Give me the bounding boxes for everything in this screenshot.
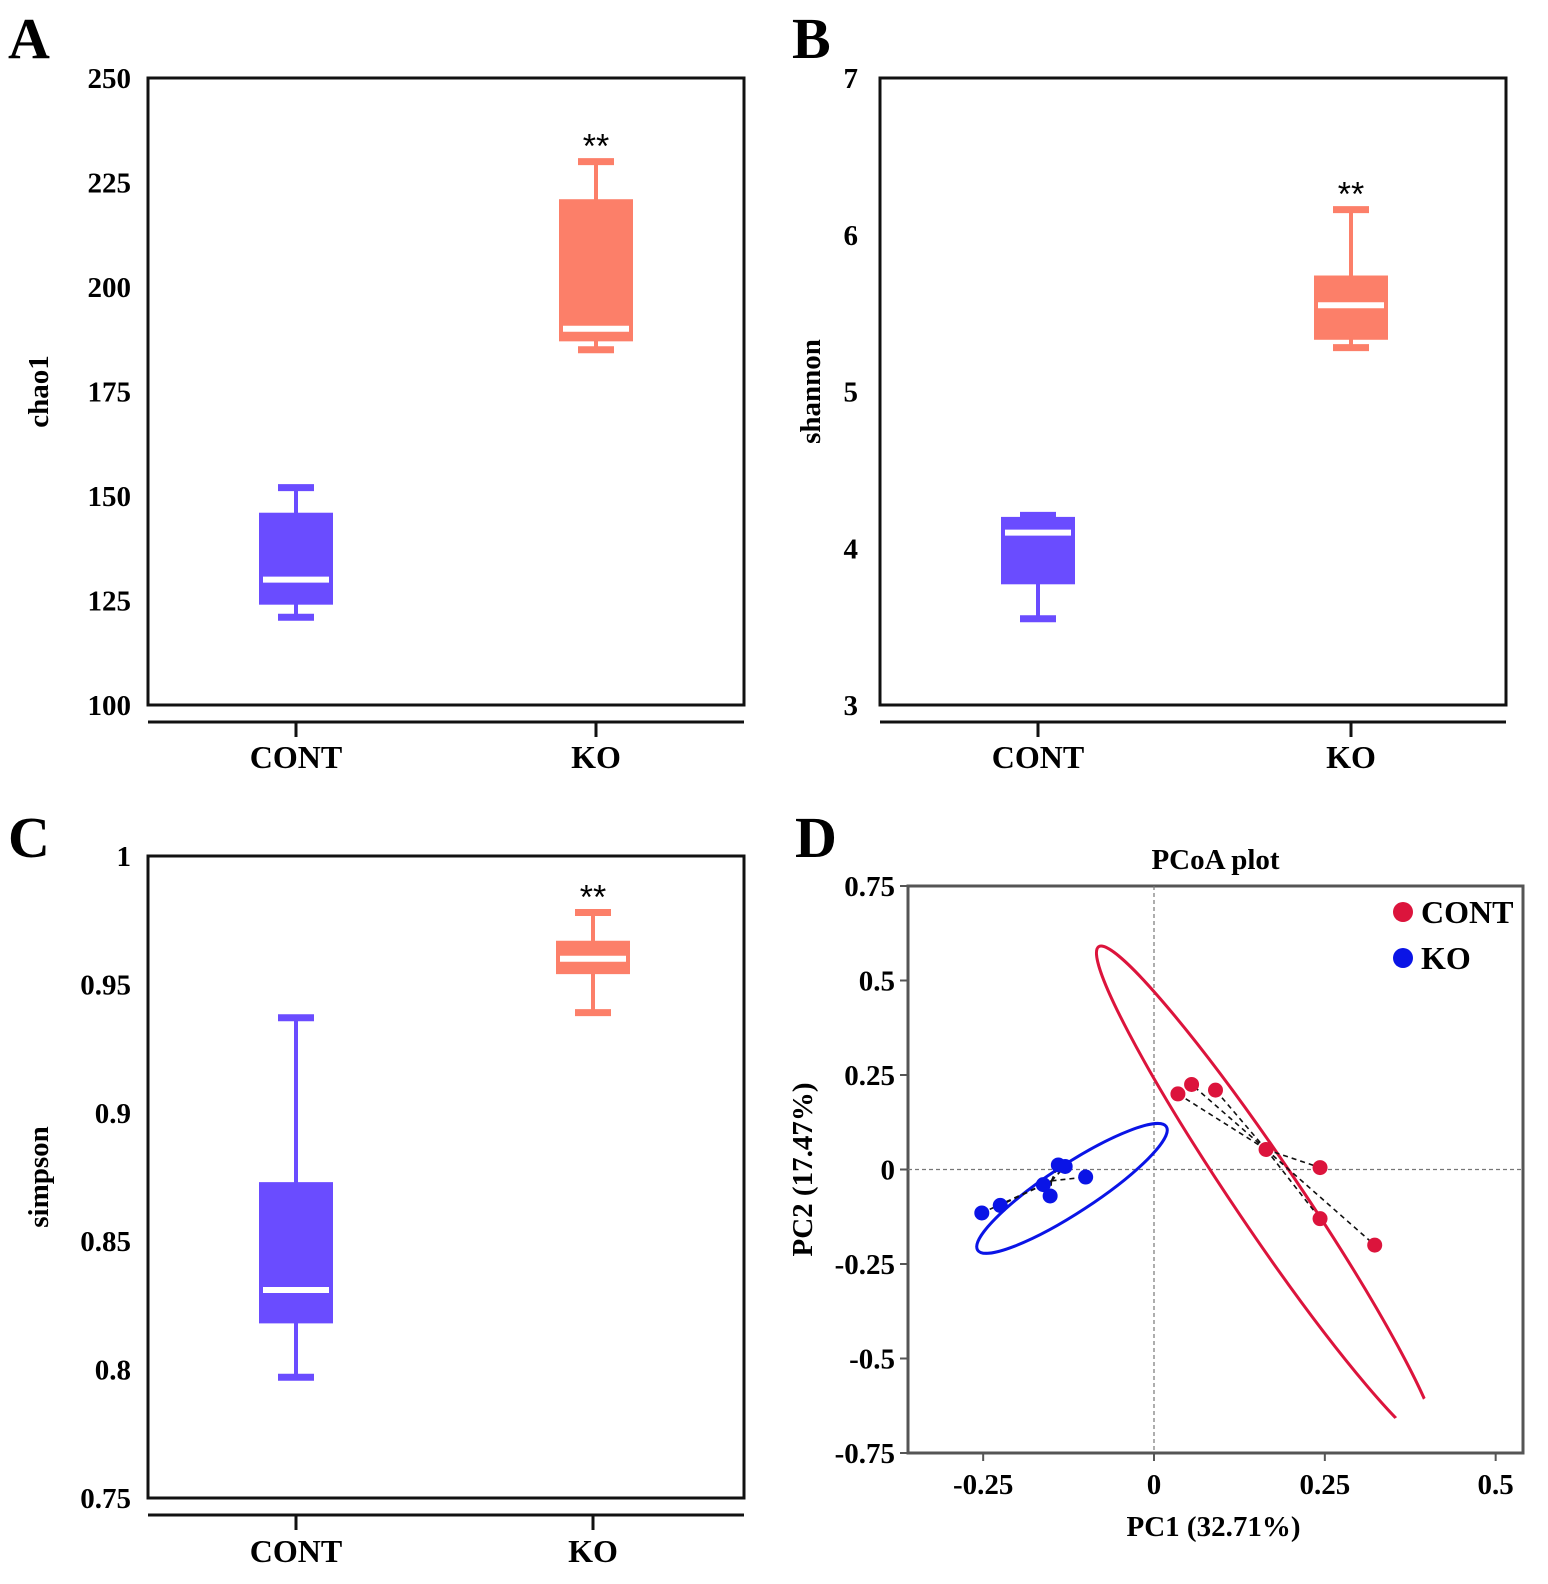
y-tick-label: 0.5: [859, 966, 895, 998]
category-label: CONT: [250, 1533, 342, 1569]
y-tick-label: 5: [844, 377, 859, 409]
panel-letter-d: D: [795, 805, 837, 870]
y-tick-label: 6: [844, 220, 859, 252]
shannon-boxplot: 3 4 5 6 7 shannon CONT KO **: [795, 63, 1508, 775]
panel-letter-a: A: [8, 6, 50, 71]
confidence-ellipse: [1094, 944, 1439, 1448]
chao1-boxplot: 100 125 150 175 200 225 250 chao1 CONT KO **: [23, 63, 746, 775]
y-axis-label: shannon: [795, 339, 827, 444]
sample-point: [974, 1205, 990, 1221]
significance-marker: **: [583, 128, 609, 166]
y-tick-label: 3: [844, 690, 859, 722]
significance-marker: **: [1338, 176, 1364, 214]
centroid-link: [1191, 1083, 1267, 1151]
x-tick-label: 0.25: [1299, 1469, 1350, 1501]
panel-letter-b: B: [792, 6, 831, 71]
iqr-box: [259, 1182, 333, 1324]
sample-point: [1170, 1086, 1186, 1102]
sample-point: [1312, 1160, 1328, 1176]
y-tick-label: 0.8: [95, 1355, 131, 1387]
category-label: KO: [571, 739, 621, 775]
y-tick-label: -0.25: [835, 1249, 895, 1281]
y-tick-label: 225: [88, 168, 132, 200]
y-tick-label: 0.75: [80, 1483, 131, 1515]
y-tick-label: -0.75: [835, 1438, 895, 1470]
y-tick-label: 7: [844, 63, 859, 95]
x-axis-label: PC1 (32.71%): [1127, 1511, 1301, 1543]
sample-point: [1035, 1177, 1051, 1193]
sample-point: [992, 1197, 1008, 1213]
sample-point: [1312, 1211, 1328, 1227]
centroid-link: [1214, 1089, 1267, 1150]
x-tick-label: 0: [1147, 1469, 1162, 1501]
y-tick-label: 200: [88, 272, 132, 304]
sample-point: [1057, 1158, 1073, 1174]
sample-point: [1042, 1188, 1058, 1204]
simpson-boxplot: 0.75 0.8 0.85 0.9 0.95 1 simpson CONT KO **: [23, 841, 746, 1569]
y-tick-label: 150: [88, 481, 132, 513]
y-axis-label: simpson: [23, 1126, 55, 1228]
y-tick-label: 0: [881, 1155, 896, 1187]
sample-point: [1184, 1076, 1200, 1092]
y-tick-label: -0.5: [849, 1344, 895, 1376]
category-label: KO: [568, 1533, 618, 1569]
sample-point: [1208, 1082, 1223, 1098]
category-label: KO: [1326, 739, 1376, 775]
y-tick-label: 250: [88, 63, 132, 95]
category-label: CONT: [992, 739, 1084, 775]
plot-frame: [878, 76, 1508, 707]
iqr-box: [1001, 516, 1075, 585]
confidence-ellipse: [975, 1121, 1169, 1255]
y-tick-label: 1: [117, 841, 132, 873]
plot-title: PCoA plot: [1151, 844, 1279, 876]
legend-marker-cont: [1393, 902, 1413, 922]
x-tick-label: 0.5: [1478, 1469, 1514, 1501]
series-ko: [974, 1121, 1169, 1255]
y-tick-label: 0.9: [95, 1098, 131, 1130]
y-axis-label: chao1: [23, 355, 55, 428]
y-tick-label: 0.85: [80, 1226, 131, 1258]
y-tick-label: 0.95: [80, 969, 131, 1001]
y-tick-label: 125: [88, 586, 132, 618]
legend-label-cont: CONT: [1421, 894, 1513, 930]
series-cont: [1094, 944, 1439, 1448]
centroid-link: [1265, 1148, 1376, 1246]
y-tick-label: 100: [88, 690, 132, 722]
legend-label-ko: KO: [1421, 940, 1471, 976]
y-axis-label: PC2 (17.47%): [787, 1083, 819, 1257]
centroid-link: [1265, 1148, 1321, 1220]
sample-point: [1367, 1237, 1383, 1253]
sample-point: [1078, 1169, 1094, 1185]
legend-marker-ko: [1393, 948, 1413, 968]
centroid-link: [1050, 1164, 1060, 1182]
y-tick-label: 175: [88, 377, 132, 409]
centroid-link: [1265, 1148, 1321, 1169]
y-tick-label: 0.25: [844, 1060, 895, 1092]
panel-letter-c: C: [8, 805, 50, 870]
y-tick-label: 4: [844, 533, 859, 565]
x-tick-label: -0.25: [953, 1469, 1013, 1501]
category-label: CONT: [250, 739, 342, 775]
plot-frame: [146, 854, 746, 1500]
significance-marker: **: [580, 878, 606, 916]
y-tick-label: 0.75: [844, 871, 895, 903]
pcoa-scatter-plot: -0.25 0 0.25 0.5 -0.75 -0.5 -0.25 0 0.25 0.5 0.75 P…: [787, 844, 1525, 1543]
centroid-link: [1050, 1165, 1066, 1182]
iqr-box: [559, 199, 633, 342]
plot-frame: [146, 76, 746, 707]
iqr-box: [259, 512, 333, 605]
sample-point: [1258, 1141, 1274, 1157]
